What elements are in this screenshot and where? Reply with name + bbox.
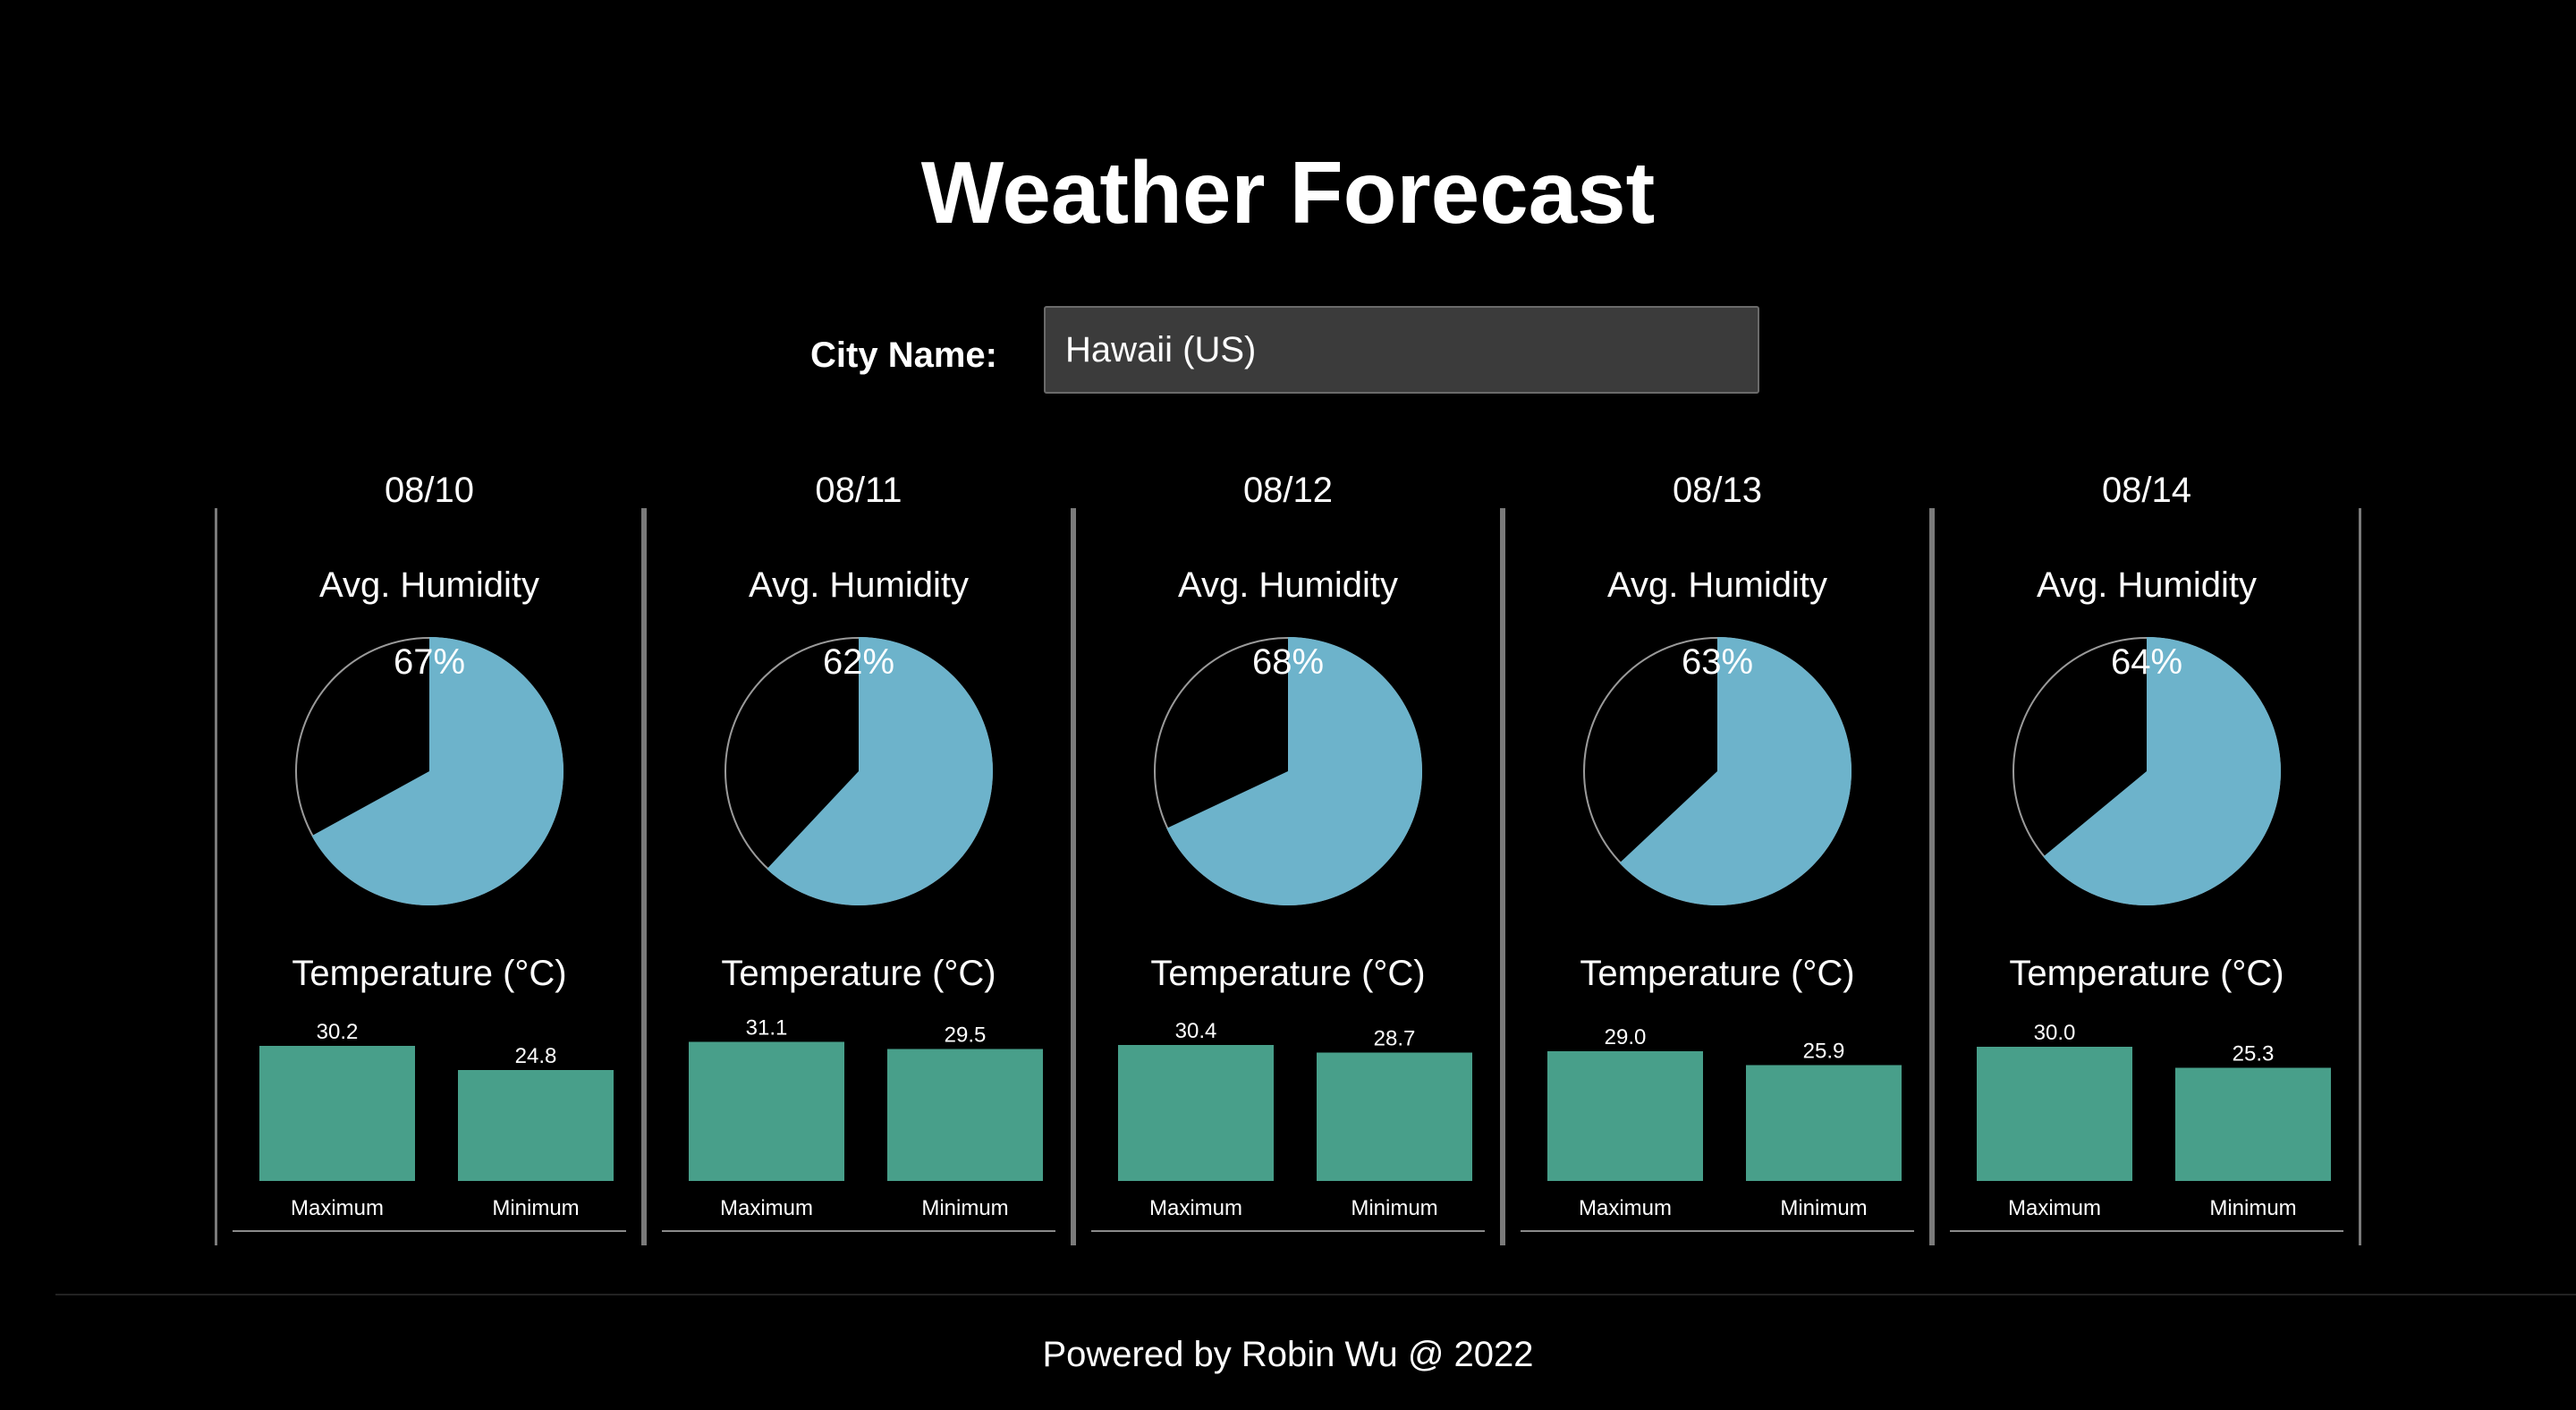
footer-credit: Powered by Robin Wu @ 2022 — [1042, 1335, 1534, 1374]
bar-value-label: 25.9 — [1803, 1040, 1845, 1064]
bar-value-label: 28.7 — [1374, 1027, 1416, 1051]
bar-value-label: 30.4 — [1175, 1019, 1217, 1043]
bar-category-label: Minimum — [921, 1196, 1008, 1220]
temperature-bar — [1746, 1065, 1902, 1181]
forecast-date: 08/14 — [2101, 471, 2192, 510]
bar-category-label: Maximum — [2008, 1196, 2101, 1220]
humidity-value-label: 67% — [393, 642, 466, 682]
temperature-chart-title: Temperature (°C) — [1580, 954, 1855, 993]
pie-slice-humidity — [1166, 637, 1423, 905]
humidity-chart-title: Avg. Humidity — [318, 565, 539, 605]
forecast-card: 08/10 Avg. Humidity 67% Temperature (°C)… — [215, 465, 644, 1253]
temperature-bar-chart: 30.0 Maximum 25.3 Minimum — [1950, 1021, 2343, 1232]
bar-value-label: 30.2 — [317, 1020, 359, 1044]
city-name-label: City Name: — [810, 336, 997, 375]
bar-value-label: 25.3 — [2233, 1042, 2275, 1066]
bar-category-label: Minimum — [1351, 1196, 1437, 1220]
bar-value-label: 24.8 — [515, 1044, 557, 1068]
humidity-value-label: 62% — [822, 642, 895, 682]
temperature-bar-chart: 30.2 Maximum 24.8 Minimum — [233, 1020, 626, 1232]
temperature-bar — [1317, 1052, 1472, 1181]
humidity-pie-chart — [295, 637, 564, 905]
temperature-bar-chart: 31.1 Maximum 29.5 Minimum — [662, 1016, 1055, 1232]
bar-category-label: Minimum — [1780, 1196, 1867, 1220]
humidity-pie-chart — [724, 637, 993, 905]
bar-value-label: 31.1 — [746, 1016, 788, 1041]
forecast-date: 08/12 — [1242, 471, 1334, 510]
forecast-card: 08/12 Avg. Humidity 68% Temperature (°C)… — [1073, 465, 1503, 1253]
forecast-date: 08/11 — [815, 471, 902, 510]
pie-slice-humidity — [2043, 637, 2281, 905]
temperature-bar — [689, 1041, 844, 1181]
forecast-date: 08/13 — [1672, 471, 1763, 510]
bar-value-label: 29.5 — [945, 1024, 987, 1048]
card-frame — [1073, 508, 1503, 1245]
temperature-bar-chart: 29.0 Maximum 25.9 Minimum — [1521, 1025, 1914, 1232]
bar-category-label: Maximum — [291, 1196, 384, 1220]
pie-slice-humidity — [311, 637, 564, 905]
forecast-cards: 08/10 Avg. Humidity 67% Temperature (°C)… — [215, 465, 2361, 1253]
temperature-bar-chart: 30.4 Maximum 28.7 Minimum — [1091, 1019, 1485, 1232]
page-title: Weather Forecast — [920, 143, 1656, 242]
temperature-chart-title: Temperature (°C) — [292, 954, 567, 993]
humidity-pie-chart — [1154, 637, 1423, 905]
humidity-value-label: 64% — [2110, 642, 2183, 682]
card-frame — [1932, 508, 2361, 1245]
temperature-chart-title: Temperature (°C) — [721, 954, 996, 993]
bar-category-label: Maximum — [1579, 1196, 1672, 1220]
temperature-bar — [259, 1046, 415, 1181]
bar-category-label: Maximum — [1149, 1196, 1242, 1220]
card-frame — [215, 508, 644, 1245]
card-frame — [644, 508, 1073, 1245]
temperature-bar — [458, 1070, 614, 1181]
humidity-pie-chart — [1583, 637, 1852, 905]
humidity-chart-title: Avg. Humidity — [1606, 565, 1827, 605]
humidity-chart-title: Avg. Humidity — [748, 565, 969, 605]
humidity-value-label: 68% — [1251, 642, 1325, 682]
city-name-input[interactable] — [1044, 306, 1759, 394]
bar-value-label: 29.0 — [1605, 1025, 1647, 1049]
humidity-pie-chart — [2012, 637, 2281, 905]
humidity-chart-title: Avg. Humidity — [2036, 565, 2257, 605]
temperature-chart-title: Temperature (°C) — [2009, 954, 2284, 993]
temperature-bar — [1118, 1045, 1274, 1181]
temperature-bar — [1547, 1051, 1703, 1181]
temperature-bar — [887, 1049, 1043, 1181]
bar-category-label: Maximum — [720, 1196, 813, 1220]
bar-value-label: 30.0 — [2034, 1021, 2076, 1045]
forecast-card: 08/11 Avg. Humidity 62% Temperature (°C)… — [644, 465, 1073, 1253]
forecast-date: 08/10 — [384, 471, 475, 510]
humidity-chart-title: Avg. Humidity — [1177, 565, 1398, 605]
footer-divider — [55, 1294, 2576, 1295]
card-frame — [1503, 508, 1932, 1245]
forecast-card: 08/13 Avg. Humidity 63% Temperature (°C)… — [1503, 465, 1932, 1253]
pie-slice-humidity — [1619, 637, 1852, 905]
bar-category-label: Minimum — [2209, 1196, 2296, 1220]
temperature-chart-title: Temperature (°C) — [1150, 954, 1426, 993]
forecast-card: 08/14 Avg. Humidity 64% Temperature (°C)… — [1932, 465, 2361, 1253]
humidity-value-label: 63% — [1681, 642, 1754, 682]
temperature-bar — [2175, 1067, 2331, 1181]
temperature-bar — [1977, 1047, 2132, 1181]
bar-category-label: Minimum — [492, 1196, 579, 1220]
pie-slice-humidity — [767, 637, 993, 905]
